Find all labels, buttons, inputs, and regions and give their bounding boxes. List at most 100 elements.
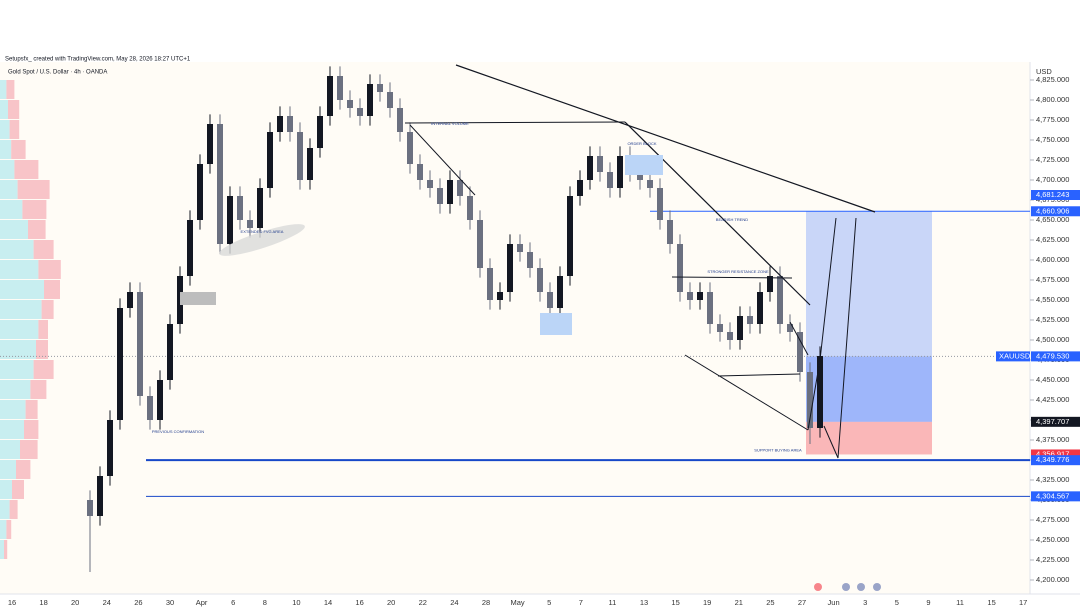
y-tick-label: 4,600.000 [1036, 255, 1069, 264]
candle-body [477, 220, 483, 268]
volume-buy [0, 80, 7, 99]
price-label: 4,356.917 [1036, 449, 1069, 458]
candle-body [607, 172, 613, 188]
candle-body [127, 292, 133, 308]
symbol-box [996, 351, 1030, 362]
x-tick-label: 6 [231, 598, 235, 607]
candle-body [747, 316, 753, 324]
candle-body [507, 244, 513, 292]
volume-buy [0, 180, 18, 199]
x-tick-label: 5 [895, 598, 899, 607]
x-tick-label: 11 [956, 598, 964, 607]
candle-body [337, 76, 343, 100]
volume-buy [0, 460, 16, 479]
candle-body [497, 292, 503, 300]
volume-buy [0, 500, 10, 519]
trend-line [409, 124, 476, 196]
y-tick-label: 4,275.000 [1036, 515, 1069, 524]
price-label-box [1031, 351, 1080, 362]
trend-line [717, 373, 801, 377]
candle-body [637, 172, 643, 180]
candle-body [587, 156, 593, 180]
candle-body [197, 164, 203, 220]
candle-body [297, 132, 303, 180]
candle-body [767, 276, 773, 292]
volume-sell [6, 80, 15, 99]
currency: USD [1036, 67, 1052, 76]
candle-body [417, 164, 423, 180]
volume-sell [33, 360, 54, 379]
volume-buy [0, 520, 7, 539]
volume-buy [0, 280, 44, 299]
x-tick-label: 11 [609, 598, 617, 607]
volume-sell [9, 120, 20, 139]
candle-body [657, 188, 663, 220]
stop-zone [806, 421, 932, 455]
price-label: 4,397.707 [1036, 417, 1069, 426]
price-label-box [1031, 491, 1080, 502]
y-tick-label: 4,775.000 [1036, 115, 1069, 124]
x-tick-label: 19 [703, 598, 711, 607]
x-tick-label: 21 [735, 598, 743, 607]
candle-body [617, 156, 623, 188]
y-tick-label: 4,250.000 [1036, 535, 1069, 544]
candle-body [147, 396, 153, 420]
candle-body [697, 292, 703, 300]
annotation: ORDER BLOCK [627, 141, 656, 146]
x-tick-label: 25 [766, 598, 774, 607]
event-icon[interactable] [873, 583, 881, 591]
volume-sell [8, 100, 20, 119]
x-tick-label: 26 [134, 598, 142, 607]
annotation: BEARISH TREND [716, 217, 748, 222]
volume-sell [16, 460, 31, 479]
trend-line [789, 321, 809, 356]
candle-body [797, 332, 803, 372]
chart-title: Gold Spot / U.S. Dollar · 4h · OANDA [8, 70, 107, 76]
candle-body [597, 156, 603, 172]
volume-sell [41, 300, 54, 319]
candle-body [97, 476, 103, 516]
candle-body [267, 132, 273, 188]
annotation: STRONGER RESISTANCE ZONE [707, 269, 769, 274]
volume-buy [0, 120, 10, 139]
y-tick-label: 4,750.000 [1036, 135, 1069, 144]
x-tick-label: 8 [263, 598, 267, 607]
volume-sell [44, 280, 60, 299]
candle-body [517, 244, 523, 252]
volume-buy [0, 360, 34, 379]
x-tick-label: 7 [579, 598, 583, 607]
x-tick-label: 27 [798, 598, 806, 607]
price-label: 4,660.906 [1036, 206, 1069, 215]
y-tick-label: 4,575.000 [1036, 275, 1069, 284]
candle-body [467, 196, 473, 220]
candle-body [367, 84, 373, 116]
candle-body [427, 180, 433, 188]
candle-body [377, 84, 383, 92]
candle-body [437, 188, 443, 204]
candle-body [277, 116, 283, 132]
candle-body [397, 108, 403, 132]
volume-sell [28, 220, 46, 239]
volume-buy [0, 320, 39, 339]
trend-line [671, 276, 793, 279]
y-tick-label: 4,500.000 [1036, 335, 1069, 344]
event-icon[interactable] [842, 583, 850, 591]
candle-body [357, 108, 363, 116]
volume-buy [0, 260, 39, 279]
volume-buy [0, 380, 31, 399]
price-label: 4,479.530 [1036, 351, 1069, 360]
candle-body [347, 100, 353, 108]
candle-body [117, 308, 123, 420]
candle-body [567, 196, 573, 276]
volume-buy [0, 160, 15, 179]
x-tick-label: 16 [8, 598, 16, 607]
event-icon[interactable] [814, 583, 822, 591]
projection-arrow [823, 217, 857, 459]
x-tick-label: 5 [547, 598, 551, 607]
volume-buy [0, 480, 12, 499]
order-block [625, 155, 663, 175]
candle-body [207, 124, 213, 164]
candle-body [677, 244, 683, 292]
event-icon[interactable] [857, 583, 865, 591]
